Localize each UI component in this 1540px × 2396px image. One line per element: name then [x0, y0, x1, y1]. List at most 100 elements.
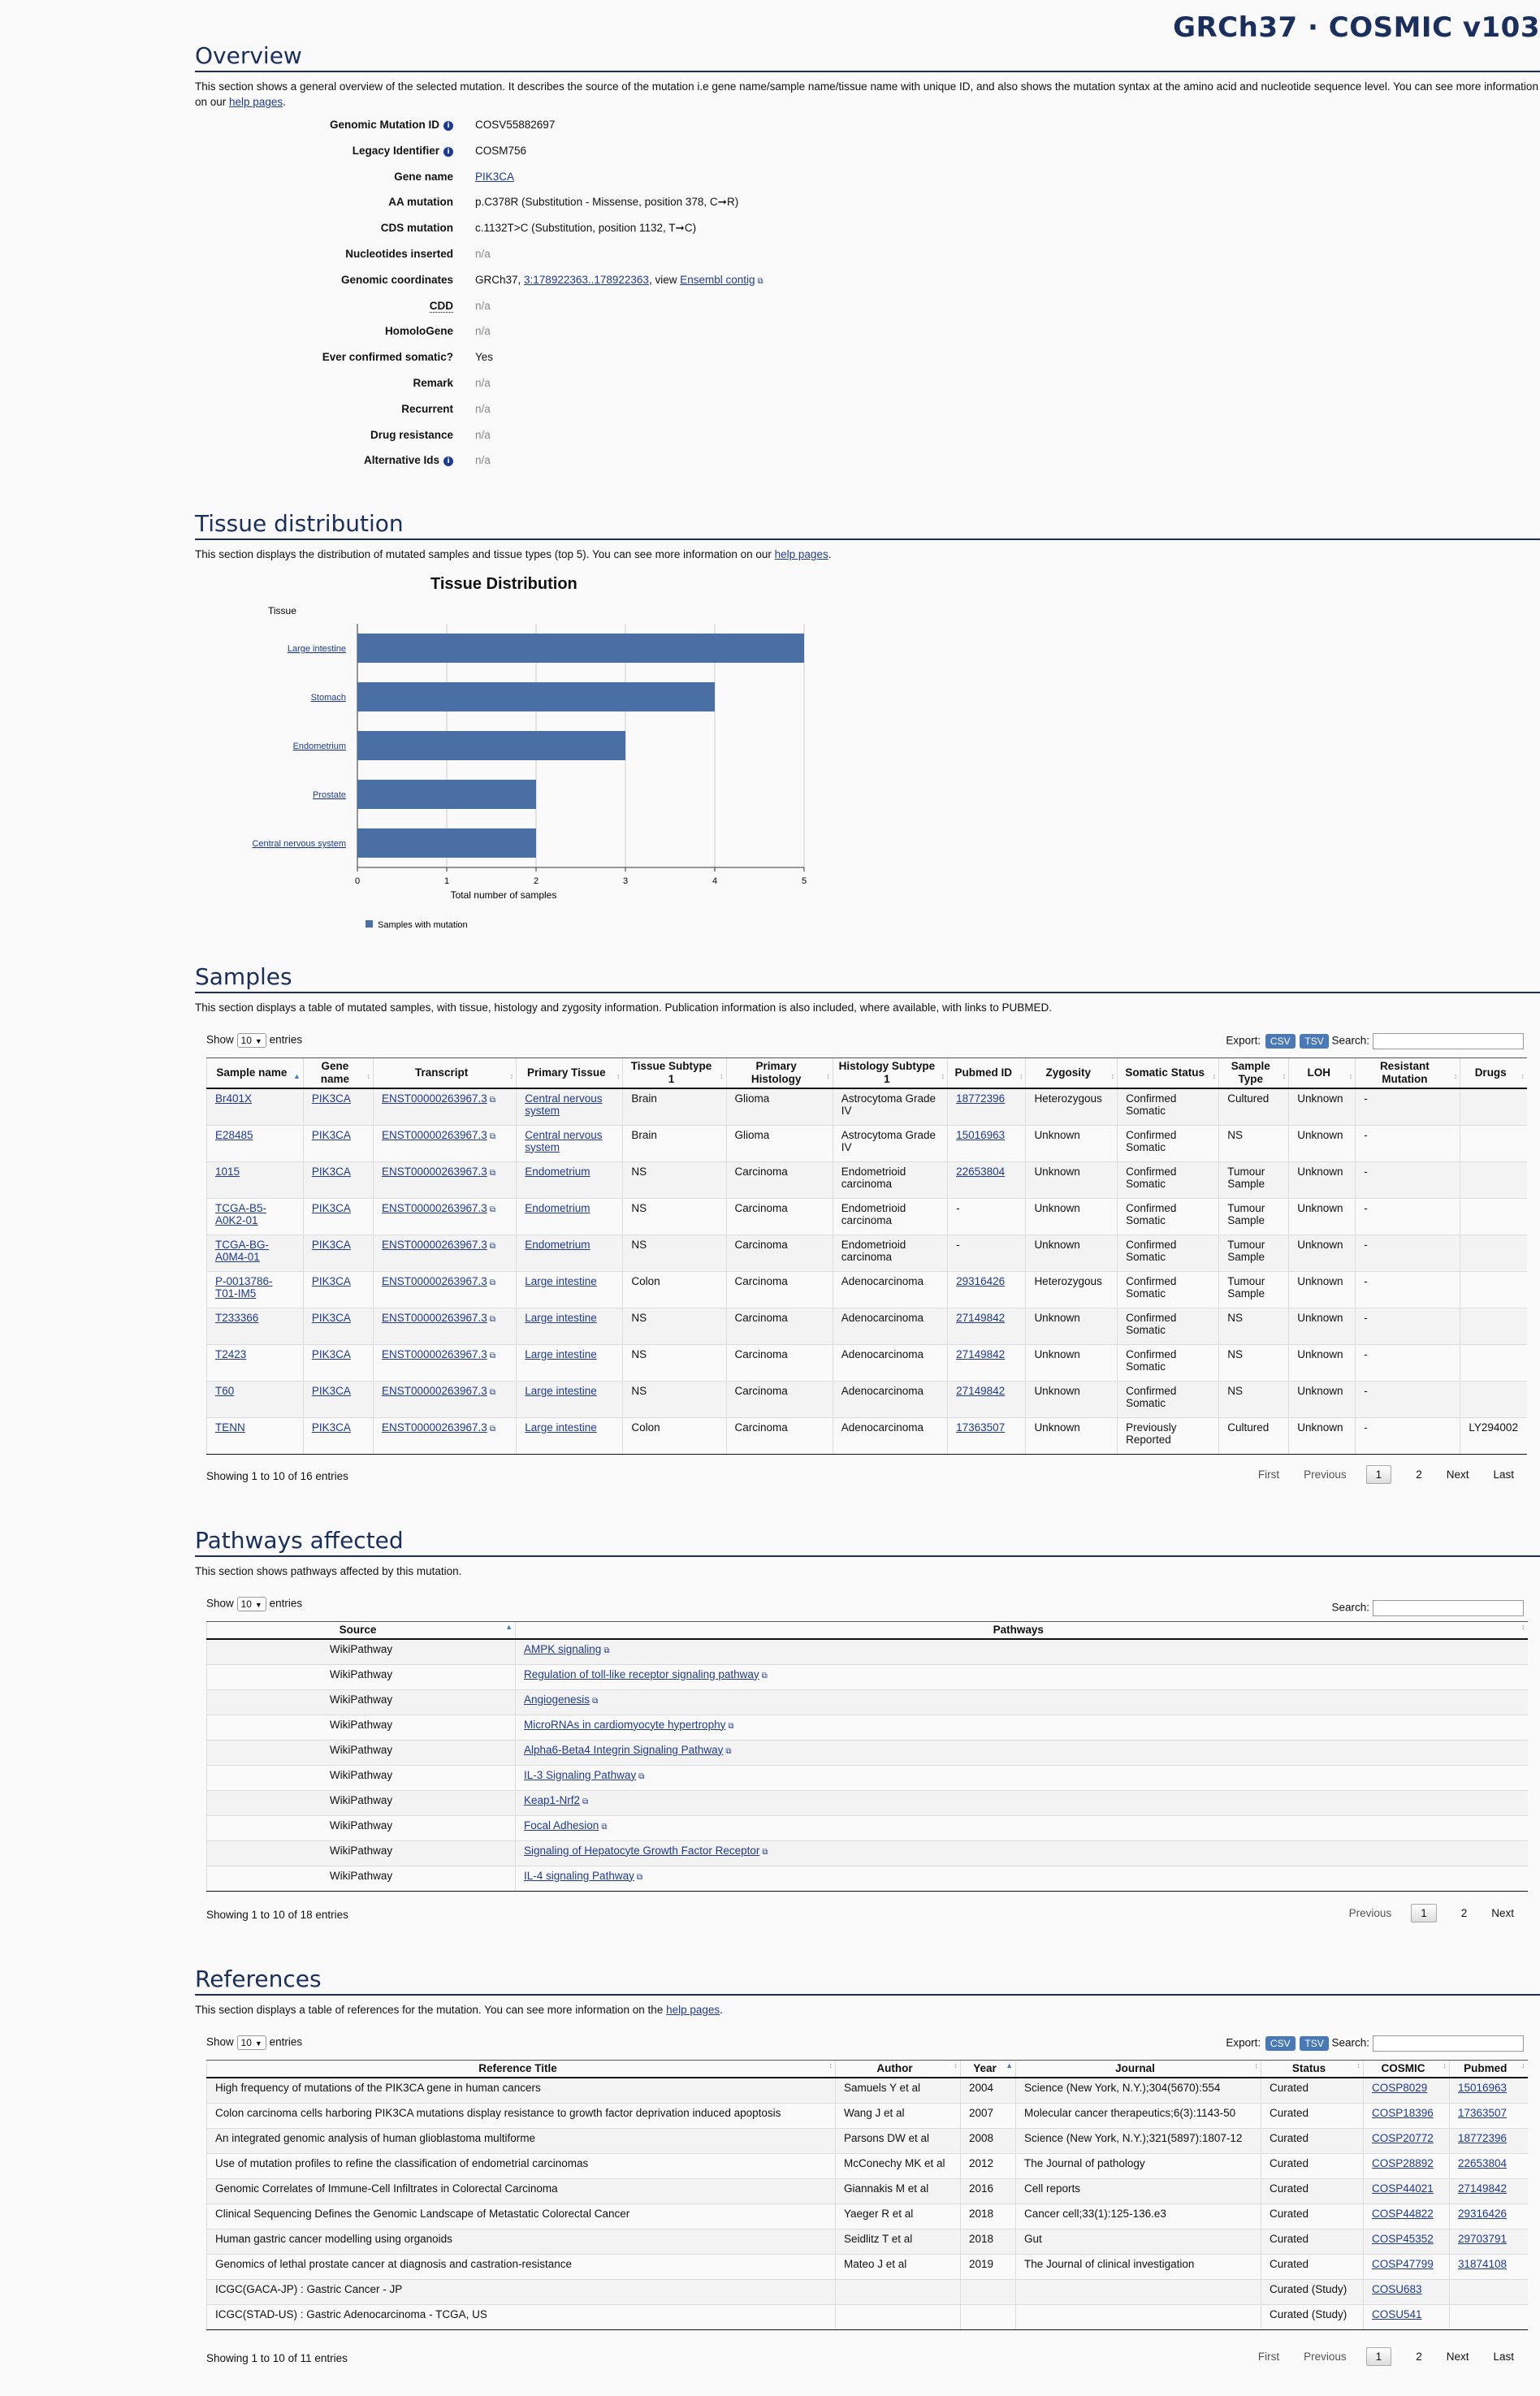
cell-link[interactable]: 29316426 — [1458, 2207, 1508, 2220]
cell-link[interactable]: COSP44822 — [1372, 2207, 1434, 2220]
cell-link[interactable]: Large intestine — [525, 1347, 597, 1360]
column-header[interactable]: Primary Tissue — [516, 1057, 623, 1089]
cell-link[interactable]: PIK3CA — [311, 1274, 351, 1287]
cell-link[interactable]: COSP45352 — [1372, 2232, 1434, 2245]
cell-link[interactable]: COSU541 — [1372, 2307, 1422, 2320]
cell-link[interactable]: 27149842 — [956, 1384, 1006, 1397]
info-icon[interactable]: i — [443, 146, 453, 157]
page-1-button[interactable]: 1 — [1365, 2347, 1392, 2366]
cell-link[interactable]: COSP18396 — [1372, 2106, 1434, 2119]
cell-link[interactable]: TENN — [215, 1421, 245, 1434]
cell-link[interactable]: 29703791 — [1458, 2232, 1508, 2245]
cell-link[interactable]: 15016963 — [1458, 2082, 1508, 2094]
cell-link[interactable]: PIK3CA — [311, 1128, 351, 1141]
pathway-link[interactable]: Regulation of toll-like receptor signali… — [524, 1668, 768, 1680]
cell-link[interactable]: Endometrium — [525, 1165, 590, 1178]
cell-link[interactable]: ENST00000263967.3 — [382, 1421, 495, 1434]
pathways-length-select[interactable]: 10 ▼ — [236, 1597, 266, 1611]
pathway-link[interactable]: AMPK signaling — [524, 1643, 609, 1655]
cell-link[interactable]: PIK3CA — [311, 1092, 351, 1105]
cell-link[interactable]: ENST00000263967.3 — [382, 1092, 495, 1105]
column-header[interactable]: Histology Subtype 1 — [832, 1057, 948, 1089]
page-first-button[interactable]: First — [1257, 1468, 1280, 1481]
cell-link[interactable]: Endometrium — [525, 1201, 590, 1214]
page-previous-button[interactable]: Previous — [1304, 2351, 1347, 2363]
references-help-link[interactable]: help pages — [666, 2004, 720, 2016]
cell-link[interactable]: ENST00000263967.3 — [382, 1348, 495, 1360]
cell-link[interactable]: PIK3CA — [311, 1311, 351, 1324]
column-header[interactable]: Source — [206, 1621, 516, 1640]
cell-link[interactable]: PIK3CA — [311, 1165, 351, 1178]
references-csv-button[interactable]: CSV — [1265, 2035, 1296, 2051]
references-search-input[interactable] — [1373, 2035, 1524, 2052]
pathway-link[interactable]: MicroRNAs in cardiomyocyte hypertrophy — [524, 1719, 733, 1731]
cell-link[interactable]: ENST00000263967.3 — [382, 1202, 495, 1214]
gene-name-link[interactable]: PIK3CA — [475, 170, 515, 183]
column-header[interactable]: Sample Type — [1218, 1057, 1289, 1089]
column-header[interactable]: LOH — [1288, 1057, 1356, 1089]
category-label[interactable]: Endometrium — [293, 742, 346, 751]
cell-link[interactable]: Large intestine — [525, 1274, 597, 1287]
cell-link[interactable]: Br401X — [215, 1092, 253, 1105]
cell-link[interactable]: PIK3CA — [311, 1421, 351, 1434]
cell-link[interactable]: COSP28892 — [1372, 2156, 1434, 2169]
pathway-link[interactable]: Alpha6-Beta4 Integrin Signaling Pathway — [524, 1744, 732, 1756]
page-previous-button[interactable]: Previous — [1348, 1907, 1392, 1919]
page-1-button[interactable]: 1 — [1365, 1465, 1392, 1484]
column-header[interactable]: Drugs — [1460, 1057, 1527, 1089]
cell-link[interactable]: 22653804 — [1458, 2156, 1508, 2169]
pathway-link[interactable]: Angiogenesis — [524, 1693, 598, 1706]
column-header[interactable]: Pathways — [515, 1621, 1528, 1640]
column-header[interactable]: Pubmed — [1449, 2060, 1528, 2078]
cell-link[interactable]: 1015 — [215, 1165, 240, 1178]
cell-link[interactable]: ENST00000263967.3 — [382, 1239, 495, 1251]
cell-link[interactable]: 18772396 — [1458, 2131, 1508, 2144]
column-header[interactable]: Primary Histology — [725, 1057, 833, 1089]
pathway-link[interactable]: Signaling of Hepatocyte Growth Factor Re… — [524, 1845, 768, 1857]
cell-link[interactable]: 31874108 — [1458, 2257, 1508, 2270]
cell-link[interactable]: 17363507 — [1458, 2106, 1508, 2119]
cell-link[interactable]: ENST00000263967.3 — [382, 1129, 495, 1141]
help-pages-link[interactable]: help pages — [229, 96, 283, 108]
column-header[interactable]: Journal — [1015, 2060, 1261, 2078]
cell-link[interactable]: COSP20772 — [1372, 2131, 1434, 2144]
pathway-link[interactable]: IL-4 signaling Pathway — [524, 1870, 642, 1882]
samples-search-input[interactable] — [1373, 1033, 1524, 1049]
category-label[interactable]: Stomach — [311, 693, 346, 703]
column-header[interactable]: Resistant Mutation — [1355, 1057, 1460, 1089]
column-header[interactable]: Somatic Status — [1117, 1057, 1219, 1089]
column-header[interactable]: Author — [835, 2060, 961, 2078]
cell-link[interactable]: 29316426 — [956, 1274, 1006, 1287]
cell-link[interactable]: T233366 — [215, 1311, 259, 1324]
column-header[interactable]: Year — [960, 2060, 1016, 2078]
column-header[interactable]: Transcript — [372, 1057, 517, 1089]
cell-link[interactable]: Large intestine — [525, 1311, 597, 1324]
cell-link[interactable]: 22653804 — [956, 1165, 1006, 1178]
samples-length-select[interactable]: 10 ▼ — [236, 1033, 266, 1048]
page-next-button[interactable]: Next — [1446, 1468, 1469, 1481]
cell-link[interactable]: TCGA-BG-A0M4-01 — [215, 1238, 269, 1263]
cell-link[interactable]: Central nervous system — [525, 1128, 603, 1153]
pathways-search-input[interactable] — [1373, 1600, 1524, 1616]
pathway-link[interactable]: Keap1-Nrf2 — [524, 1794, 588, 1806]
column-header[interactable]: Gene name — [302, 1057, 374, 1089]
column-header[interactable]: COSMIC — [1363, 2060, 1450, 2078]
cell-link[interactable]: COSP8029 — [1372, 2082, 1428, 2094]
cell-link[interactable]: ENST00000263967.3 — [382, 1312, 495, 1324]
cell-link[interactable]: T2423 — [215, 1347, 247, 1360]
cell-link[interactable]: E28485 — [215, 1128, 253, 1141]
cell-link[interactable]: 18772396 — [956, 1092, 1006, 1105]
pathway-link[interactable]: Focal Adhesion — [524, 1819, 607, 1832]
cell-link[interactable]: ENST00000263967.3 — [382, 1166, 495, 1178]
cell-link[interactable]: PIK3CA — [311, 1347, 351, 1360]
page-2-button[interactable]: 2 — [1416, 2351, 1422, 2363]
cell-link[interactable]: P-0013786-T01-IM5 — [215, 1274, 273, 1300]
column-header[interactable]: Tissue Subtype 1 — [622, 1057, 726, 1089]
cell-link[interactable]: Central nervous system — [525, 1092, 603, 1117]
cell-link[interactable]: COSP44021 — [1372, 2182, 1434, 2195]
column-header[interactable]: Sample name — [206, 1057, 304, 1089]
page-last-button[interactable]: Last — [1493, 2351, 1514, 2363]
cell-link[interactable]: 27149842 — [1458, 2182, 1508, 2195]
cell-link[interactable]: 27149842 — [956, 1347, 1006, 1360]
cell-link[interactable]: PIK3CA — [311, 1201, 351, 1214]
